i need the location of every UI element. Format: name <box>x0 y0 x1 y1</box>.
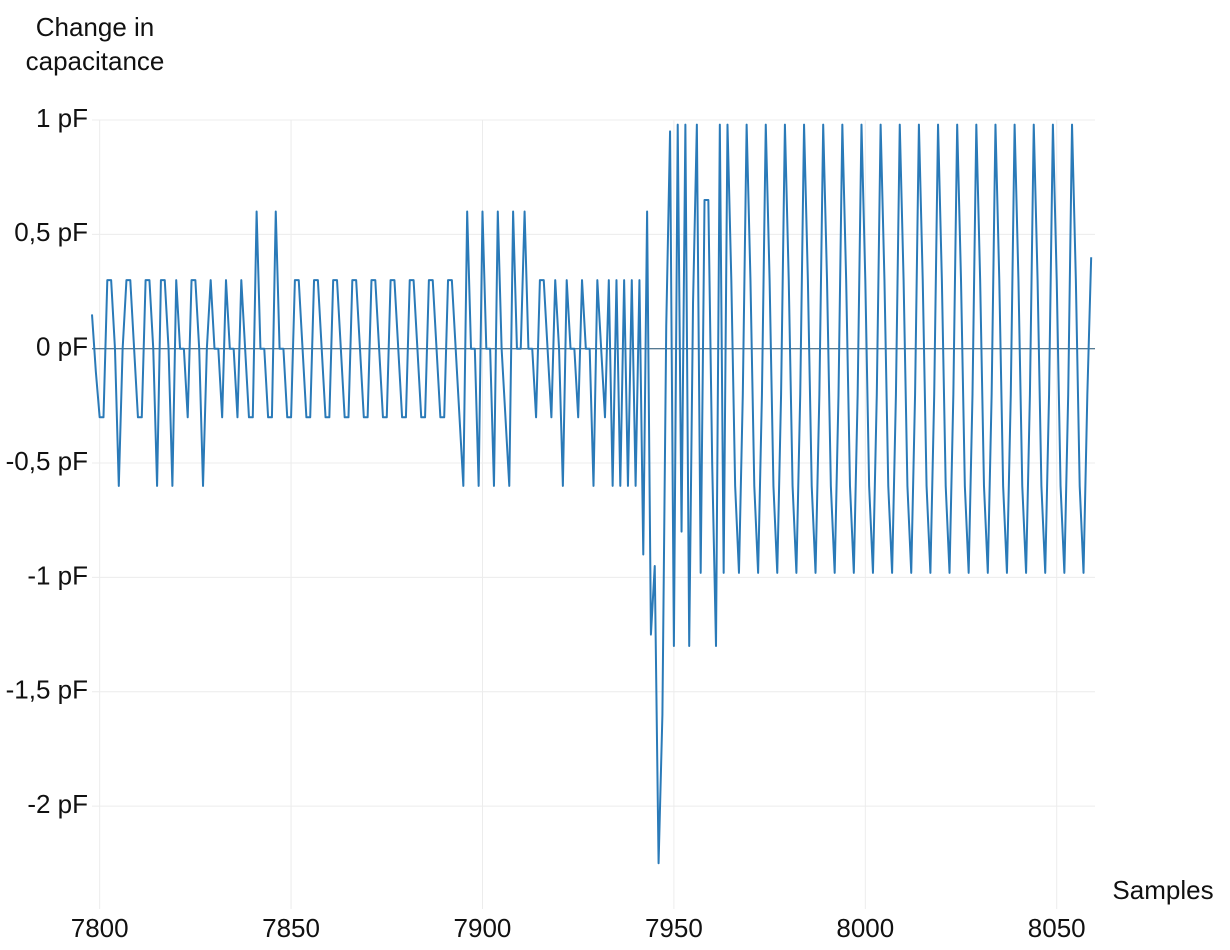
y-axis-label: Change in capacitance <box>25 12 165 76</box>
y-tick-label: -1 pF <box>27 560 88 590</box>
x-tick-label: 7900 <box>454 913 512 943</box>
y-tick-label: -2 pF <box>27 789 88 819</box>
data-line <box>91 123 1093 865</box>
y-tick-label: 0 pF <box>36 332 88 362</box>
y-tick-label: -0,5 pF <box>6 446 88 476</box>
x-tick-label: 7950 <box>645 913 703 943</box>
y-tick-label: 1 pF <box>36 103 88 133</box>
x-tick-label: 8000 <box>836 913 894 943</box>
y-tick-label: -1,5 pF <box>6 675 88 705</box>
x-tick-label: 8050 <box>1028 913 1086 943</box>
x-tick-label: 7800 <box>71 913 129 943</box>
y-tick-label: 0,5 pF <box>14 217 88 247</box>
x-axis-label: Samples <box>1112 875 1213 905</box>
x-tick-label: 7850 <box>262 913 320 943</box>
